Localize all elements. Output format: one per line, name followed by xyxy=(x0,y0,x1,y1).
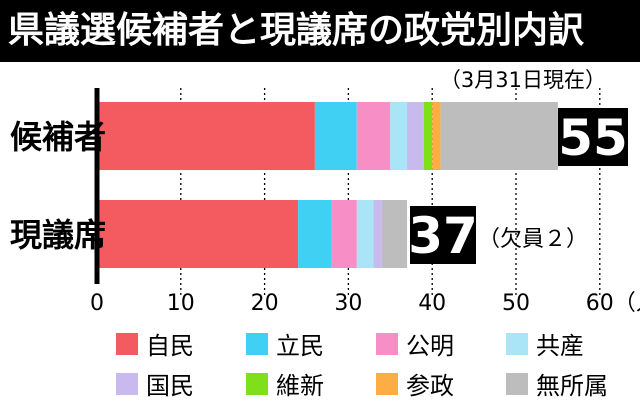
bar-segment xyxy=(390,102,408,170)
legend-item: 共産 xyxy=(506,326,584,361)
legend-item: 国民 xyxy=(116,366,194,401)
bar-segment xyxy=(407,102,424,170)
legend-swatch xyxy=(506,372,528,395)
chart-title: 県議選候補者と現議席の政党別内訳 xyxy=(8,10,585,51)
bar-segment xyxy=(298,200,332,268)
legend-item: 公明 xyxy=(376,326,454,361)
bar-segment xyxy=(314,102,357,170)
legend-swatch xyxy=(376,332,398,355)
legend-swatch xyxy=(246,372,268,395)
bar-segment xyxy=(356,200,374,268)
legend-item: 無所属 xyxy=(506,366,608,401)
legend-swatch xyxy=(116,372,138,395)
legend-label: 自民 xyxy=(146,332,194,360)
bar-segment xyxy=(440,102,558,170)
x-axis-unit: （人） xyxy=(614,291,640,316)
legend-swatch xyxy=(506,332,528,355)
date-note: （3月31日現在） xyxy=(439,68,606,92)
bar-segment xyxy=(423,102,433,170)
legend-label: 共産 xyxy=(536,332,584,360)
bar-segment xyxy=(331,200,357,268)
legend-label: 無所属 xyxy=(536,372,608,400)
x-tick-label: 30 xyxy=(334,291,362,316)
total-box xyxy=(558,108,628,166)
bar-segment xyxy=(381,200,408,268)
bar-segment xyxy=(373,200,382,268)
x-tick-label: 60 xyxy=(586,291,614,316)
legend-item: 維新 xyxy=(246,366,324,401)
total-box xyxy=(410,206,476,264)
legend-label: 立民 xyxy=(276,332,324,360)
legend-label: 参政 xyxy=(406,372,454,400)
title-bar: 県議選候補者と現議席の政党別内訳 xyxy=(0,0,640,62)
total-value: 37 xyxy=(408,207,478,265)
x-tick-label: 40 xyxy=(418,291,446,316)
x-tick-label: 50 xyxy=(502,291,530,316)
category-label: 候補者 xyxy=(10,118,106,156)
legend-swatch xyxy=(116,332,138,355)
total-value: 55 xyxy=(558,109,628,167)
legend-label: 維新 xyxy=(276,372,324,400)
legend-swatch xyxy=(246,332,268,355)
x-tick-label: 0 xyxy=(90,291,104,316)
bar-segment xyxy=(432,102,441,170)
legend-item: 立民 xyxy=(246,326,324,361)
legend-swatch xyxy=(376,372,398,395)
legend-item: 自民 xyxy=(116,326,194,361)
x-tick-label: 10 xyxy=(167,291,195,316)
legend-label: 公明 xyxy=(406,332,454,360)
category-label: 現議席 xyxy=(10,216,106,254)
bar-segment xyxy=(97,102,315,170)
bar-segment xyxy=(97,200,299,268)
vacancy-note: （欠員２） xyxy=(478,227,588,252)
x-tick-label: 20 xyxy=(251,291,279,316)
legend-label: 国民 xyxy=(146,372,194,400)
legend-item: 参政 xyxy=(376,366,454,401)
bar-segment xyxy=(356,102,391,170)
